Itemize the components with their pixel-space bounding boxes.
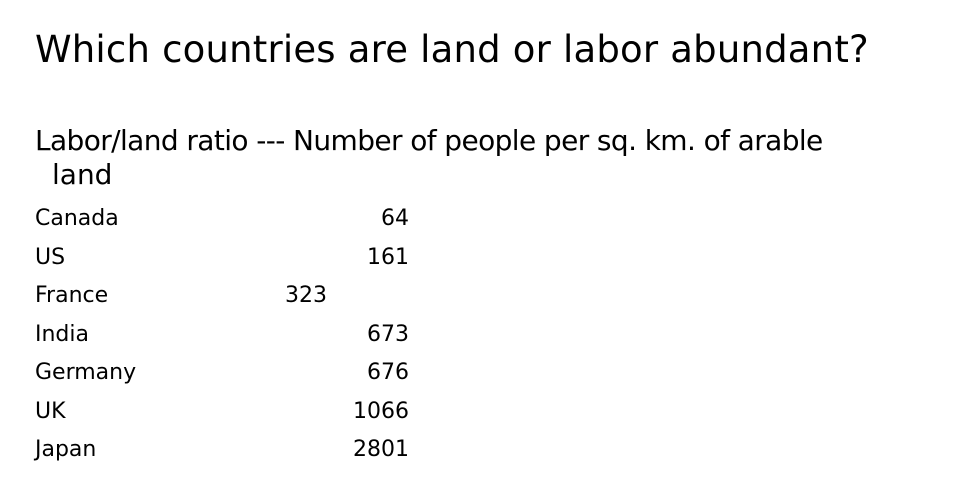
country-name: UK	[35, 398, 66, 424]
country-name: US	[35, 244, 66, 270]
ratio-table: Canada 64 US 161 France 323 India 673 Ge…	[35, 200, 455, 470]
country-name: France	[35, 283, 109, 308]
subtitle-line-2: land	[52, 158, 113, 191]
slide-title: Which countries are land or labor abunda…	[35, 28, 869, 71]
country-name: Canada	[35, 206, 119, 231]
subtitle-line-1: Labor/land ratio --- Number of people pe…	[35, 124, 823, 157]
table-row-us: US 161	[35, 239, 455, 278]
ratio-value: 161	[367, 244, 409, 270]
country-name: Germany	[35, 360, 137, 385]
country-name: Japan	[35, 437, 97, 462]
ratio-value: 2801	[353, 437, 409, 462]
table-row-france: France 323	[35, 277, 455, 316]
table-row-germany: Germany 676	[35, 354, 455, 393]
ratio-value: 64	[381, 206, 409, 231]
table-row-canada: Canada 64	[35, 200, 455, 239]
ratio-value: 323	[285, 283, 327, 308]
ratio-value: 673	[367, 321, 409, 347]
slide-subtitle: Labor/land ratio --- Number of people pe…	[35, 124, 955, 192]
ratio-value: 1066	[353, 398, 409, 424]
table-row-japan: Japan 2801	[35, 431, 455, 470]
table-row-uk: UK 1066	[35, 393, 455, 432]
country-name: India	[35, 321, 89, 347]
ratio-value: 676	[367, 360, 409, 385]
table-row-india: India 673	[35, 316, 455, 355]
